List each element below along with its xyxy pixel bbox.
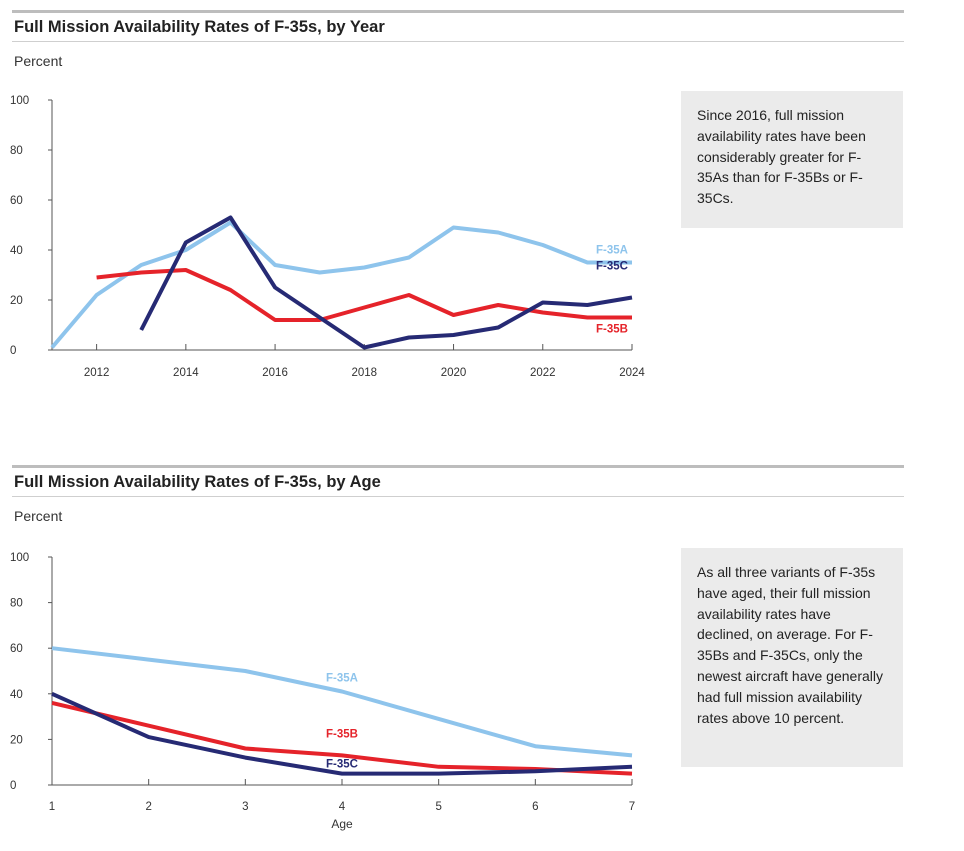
- y-tick-label: 0: [10, 345, 16, 357]
- x-tick-label: 5: [435, 801, 441, 813]
- x-tick-label: 4: [339, 801, 346, 813]
- y-tick-label: 100: [10, 552, 29, 564]
- y-tick-label: 80: [10, 145, 23, 157]
- series-line-f-35a: [50, 220, 632, 349]
- x-tick-label: 2: [145, 801, 151, 813]
- panel-top-rule: [12, 465, 904, 468]
- chart-panel-by-age: Full Mission Availability Rates of F-35s…: [12, 465, 904, 851]
- y-axis-unit: Percent: [14, 508, 63, 524]
- title-divider: [12, 41, 904, 42]
- series-line-f-35c: [139, 215, 633, 350]
- title-divider: [12, 496, 904, 497]
- series-label-f-35a: F-35A: [326, 673, 358, 685]
- y-tick-label: 40: [10, 689, 23, 701]
- x-axis-title: Age: [331, 817, 353, 831]
- x-tick-label: 2012: [84, 367, 110, 379]
- annotation-box: As all three variants of F-35s have aged…: [681, 548, 903, 767]
- x-tick-label: 2020: [441, 367, 467, 379]
- series-line-f-35b: [96, 268, 632, 322]
- chart-title: Full Mission Availability Rates of F-35s…: [14, 18, 385, 36]
- chart-title: Full Mission Availability Rates of F-35s…: [14, 473, 381, 491]
- y-tick-label: 20: [10, 734, 23, 746]
- panel-top-rule: [12, 10, 904, 13]
- x-tick-label: 2024: [619, 367, 645, 379]
- y-tick-label: 100: [10, 95, 29, 107]
- series-line-f-35b: [51, 700, 633, 776]
- series-label-f-35b: F-35B: [326, 728, 358, 740]
- series-label-f-35b: F-35B: [596, 324, 628, 336]
- x-tick-label: 2018: [352, 367, 378, 379]
- series-line-f-35a: [51, 646, 633, 758]
- chart-panel-by-year: Full Mission Availability Rates of F-35s…: [12, 10, 904, 430]
- x-tick-label: 2022: [530, 367, 556, 379]
- annotation-box: Since 2016, full mission availability ra…: [681, 91, 903, 228]
- series-label-f-35c: F-35C: [326, 759, 358, 771]
- x-tick-label: 1: [49, 801, 55, 813]
- series-label-f-35a: F-35A: [596, 245, 628, 257]
- series-line-f-35c: [51, 691, 633, 776]
- y-tick-label: 0: [10, 780, 16, 792]
- x-tick-label: 2014: [173, 367, 199, 379]
- y-tick-label: 40: [10, 245, 23, 257]
- series-label-f-35c: F-35C: [596, 261, 628, 273]
- x-tick-label: 3: [242, 801, 248, 813]
- y-tick-label: 60: [10, 195, 23, 207]
- x-tick-label: 7: [629, 801, 635, 813]
- y-tick-label: 80: [10, 598, 23, 610]
- y-axis-unit: Percent: [14, 53, 63, 69]
- x-tick-label: 2016: [262, 367, 288, 379]
- y-tick-label: 60: [10, 643, 23, 655]
- y-tick-label: 20: [10, 295, 23, 307]
- x-tick-label: 6: [532, 801, 538, 813]
